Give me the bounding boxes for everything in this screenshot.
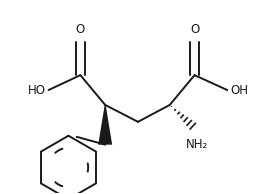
Polygon shape xyxy=(98,105,112,145)
Text: O: O xyxy=(76,23,85,36)
Text: O: O xyxy=(190,23,199,36)
Text: HO: HO xyxy=(28,84,46,97)
Text: OH: OH xyxy=(230,84,248,97)
Text: NH₂: NH₂ xyxy=(185,138,208,151)
